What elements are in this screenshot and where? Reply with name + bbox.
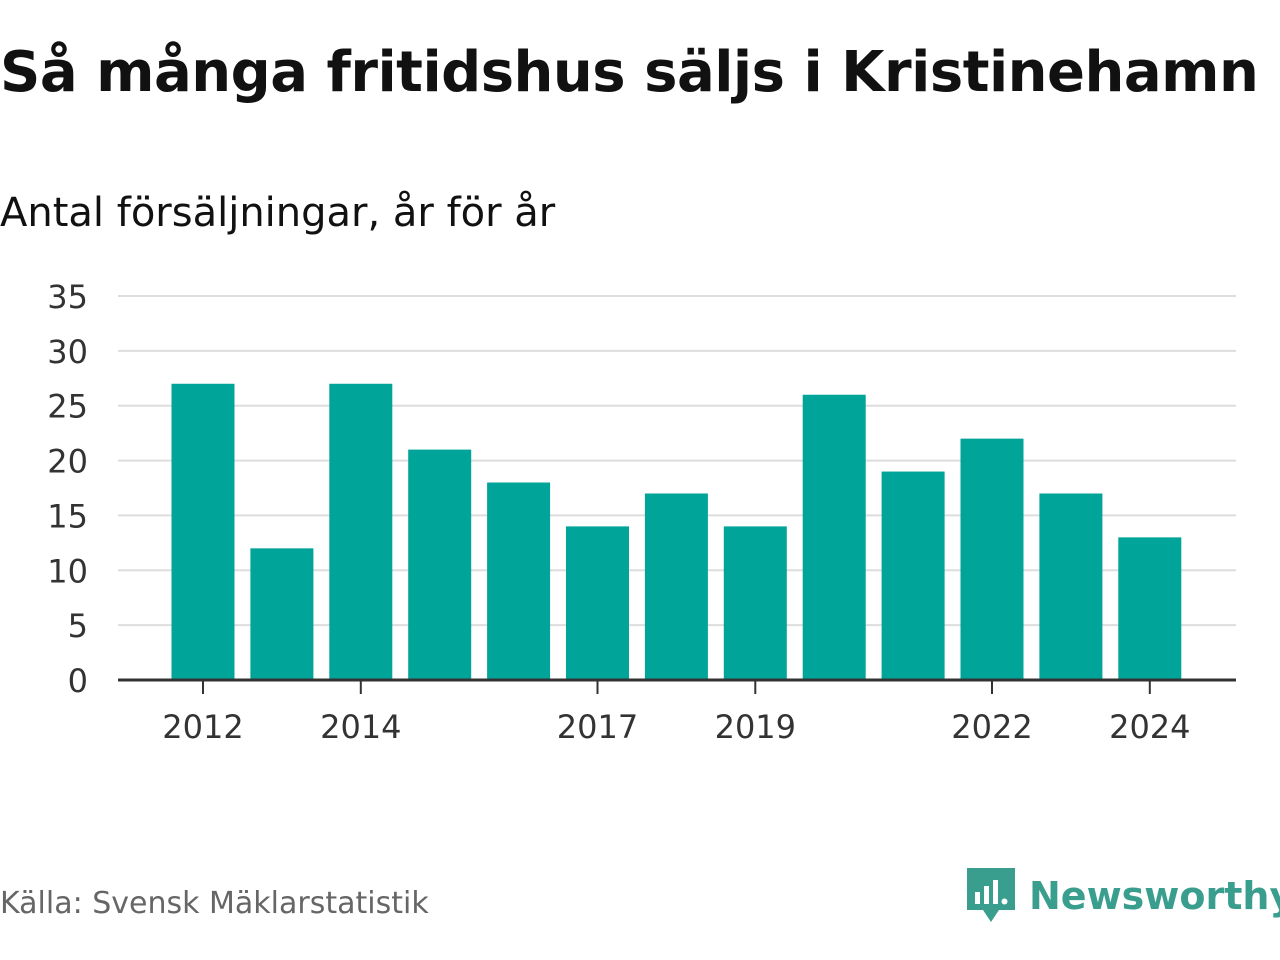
bar-2017 bbox=[566, 526, 629, 680]
x-tick-label: 2017 bbox=[557, 708, 638, 746]
x-tick-label: 2012 bbox=[162, 708, 243, 746]
bar-2020 bbox=[802, 394, 866, 680]
bar-2024 bbox=[1118, 537, 1182, 680]
bar-2012 bbox=[171, 383, 235, 680]
bar-2021 bbox=[881, 471, 945, 680]
bar-2016 bbox=[487, 482, 551, 680]
y-tick-label: 0 bbox=[68, 662, 88, 700]
x-tick-label: 2014 bbox=[320, 708, 401, 746]
y-tick-label: 20 bbox=[47, 443, 88, 481]
bar-2014 bbox=[329, 383, 393, 680]
newsworthy-logo-icon bbox=[967, 868, 1015, 922]
y-tick-label: 25 bbox=[47, 388, 88, 426]
source-note: Källa: Svensk Mäklarstatistik bbox=[0, 886, 429, 921]
brand-name: Newsworthy bbox=[1029, 874, 1280, 918]
bar-2018 bbox=[644, 493, 708, 680]
bar-2015 bbox=[408, 449, 472, 680]
y-tick-label: 35 bbox=[47, 278, 88, 316]
bar-2023 bbox=[1039, 493, 1103, 680]
x-tick-label: 2024 bbox=[1109, 708, 1190, 746]
brand-logo: Newsworthy bbox=[965, 866, 1280, 926]
bar-2013 bbox=[250, 548, 314, 680]
x-tick-label: 2019 bbox=[715, 708, 796, 746]
y-tick-label: 30 bbox=[47, 333, 88, 371]
chart-subtitle: Antal försäljningar, år för år bbox=[0, 190, 556, 236]
y-tick-label: 10 bbox=[47, 552, 88, 590]
bar-2019 bbox=[723, 526, 787, 680]
y-tick-label: 5 bbox=[68, 607, 88, 645]
x-tick-label: 2022 bbox=[951, 708, 1032, 746]
y-tick-label: 15 bbox=[47, 497, 88, 535]
chart-title: Så många fritidshus säljs i Kristinehamn bbox=[0, 40, 1259, 105]
bar-2022 bbox=[960, 438, 1024, 680]
